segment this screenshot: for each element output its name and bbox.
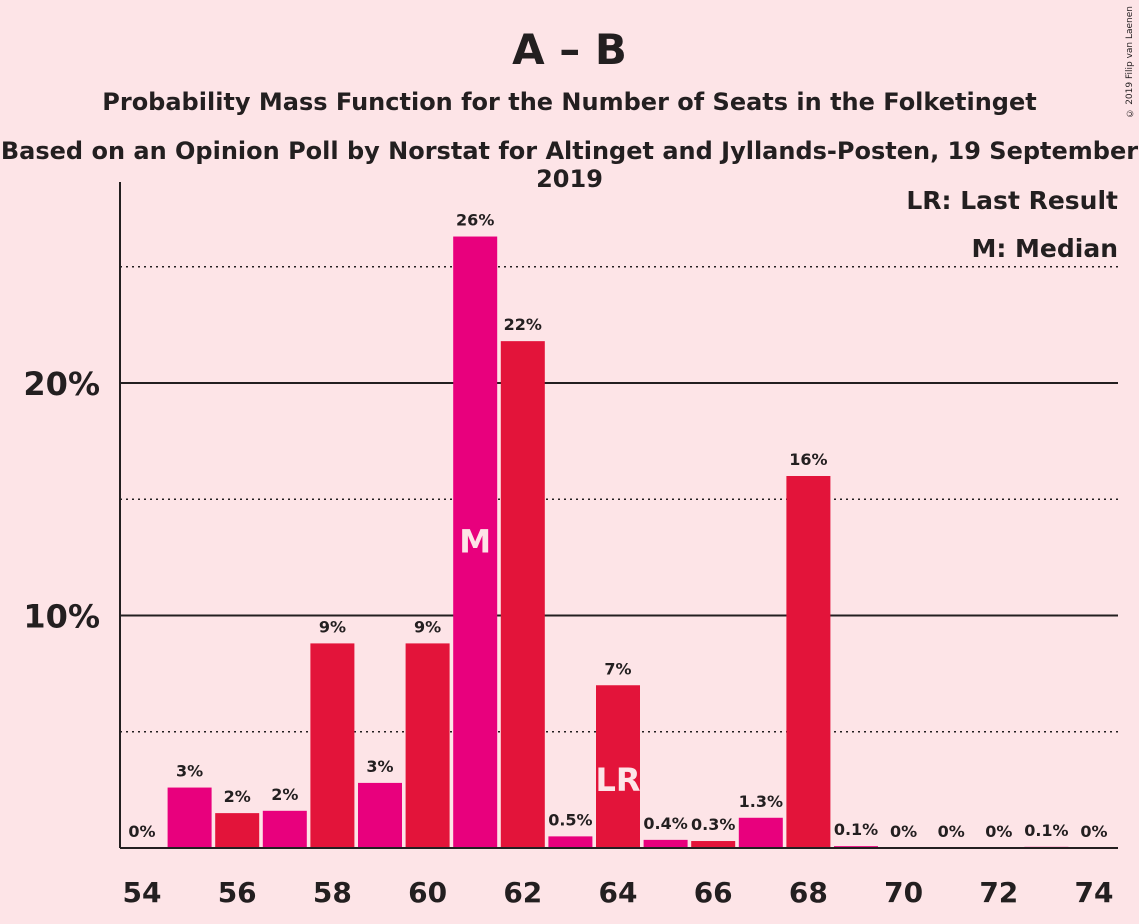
data-label-62: 22% — [504, 315, 542, 334]
data-label-65: 0.4% — [643, 814, 687, 833]
legend-median: M: Median — [971, 234, 1118, 263]
chart-subtitle: Probability Mass Function for the Number… — [102, 88, 1037, 116]
bar-62 — [500, 341, 545, 848]
data-label-57: 2% — [271, 785, 298, 804]
x-tick-label: 68 — [789, 876, 828, 909]
data-label-74: 0% — [1080, 822, 1107, 841]
data-label-70: 0% — [890, 822, 917, 841]
data-label-68: 16% — [789, 450, 827, 469]
bar-55 — [167, 787, 212, 848]
data-label-63: 0.5% — [548, 810, 592, 829]
bar-68 — [786, 476, 831, 848]
x-tick-label: 54 — [123, 876, 162, 909]
bar-63 — [548, 836, 593, 848]
bar-65 — [643, 839, 688, 848]
data-label-54: 0% — [128, 822, 155, 841]
bars: 0% 3% 2% 2% 9% 3% 9% 26% M 22% 0.5% 7% LR0.4% 0.3%1.3… — [128, 211, 1108, 848]
data-label-66: 0.3% — [691, 815, 735, 834]
x-tick-label: 64 — [599, 876, 638, 909]
chart-subtitle-source: Based on an Opinion Poll by Norstat for … — [0, 137, 1139, 193]
last-result-marker: LR — [595, 761, 640, 799]
bar-57 — [262, 810, 307, 848]
chart-title: A – B — [512, 25, 627, 74]
bar-56 — [215, 813, 260, 848]
bar-64 — [596, 685, 640, 848]
data-label-56: 2% — [224, 787, 251, 806]
data-label-59: 3% — [366, 757, 393, 776]
x-tick-label: 70 — [884, 876, 923, 909]
data-label-55: 3% — [176, 762, 203, 781]
legend-last-result: LR: Last Result — [906, 186, 1118, 215]
axis-ticks: 10% 20% 54 56 58 60 62 64 66 68 70 72 74 — [23, 365, 1113, 909]
median-marker: M — [459, 523, 491, 561]
x-tick-label: 72 — [979, 876, 1018, 909]
data-label-61: 26% — [456, 211, 494, 230]
x-tick-label: 74 — [1075, 876, 1114, 909]
data-label-69: 0.1% — [834, 820, 878, 839]
y-tick-label: 20% — [23, 365, 100, 403]
bar-60 — [405, 643, 450, 848]
x-tick-label: 58 — [313, 876, 352, 909]
data-label-60: 9% — [414, 617, 441, 636]
data-label-67: 1.3% — [739, 792, 783, 811]
y-tick-label: 10% — [23, 598, 100, 636]
bar-66 — [691, 841, 736, 848]
data-label-64: 7% — [604, 659, 631, 678]
bar-61 — [453, 236, 498, 848]
x-tick-label: 66 — [694, 876, 733, 909]
data-label-71: 0% — [938, 822, 965, 841]
x-tick-label: 56 — [218, 876, 257, 909]
data-label-73: 0.1% — [1024, 821, 1068, 840]
data-label-58: 9% — [319, 617, 346, 636]
bar-67 — [738, 817, 783, 848]
bar-59 — [358, 782, 402, 848]
bar-58 — [310, 643, 355, 848]
data-label-72: 0% — [985, 822, 1012, 841]
x-tick-label: 62 — [503, 876, 542, 909]
x-tick-label: 60 — [408, 876, 447, 909]
